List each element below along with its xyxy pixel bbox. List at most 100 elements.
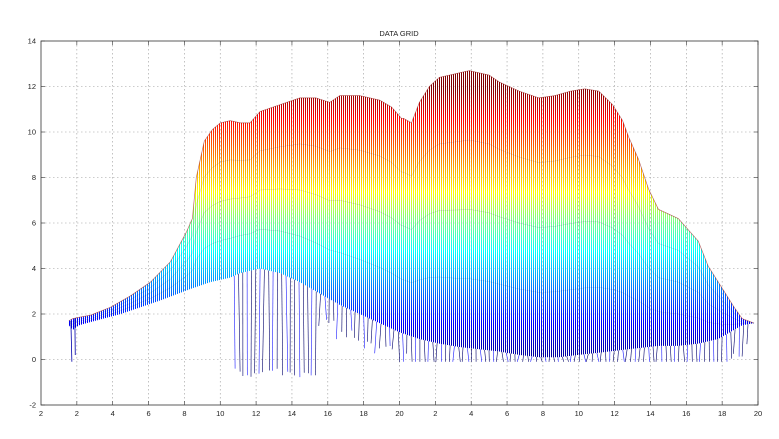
surface-fringe-line [695,343,698,362]
surface-fringe-line [452,346,455,362]
x-tick-label: 6 [146,409,150,418]
x-tick-label: 4 [111,409,115,418]
y-tick-label: 0 [32,355,36,364]
surface-fringe-line [285,275,289,372]
surface-fringe-line [385,325,387,347]
surface-fringe-line [493,350,495,362]
surface-fringe-line [583,354,586,362]
y-tick-label: 8 [32,173,36,182]
surface-fringe-line [522,355,524,362]
surface-fringe-line [281,273,283,376]
x-tick-label: 18 [718,409,726,418]
surface-fringe-line [505,352,509,362]
surface-fringe-line [683,345,685,362]
surface-fringe-line [467,347,470,362]
surface-fringe-line [670,345,672,362]
surface-fringe-line [586,353,589,362]
surface-fringe-line [617,350,619,362]
chart-title: DATA GRID [379,29,419,38]
surface-fringe-line [268,270,270,371]
surface-fringe-line [70,320,73,362]
surface-fringe-line [303,284,305,373]
surface-fringe-line [638,347,641,362]
surface-fringe-line [423,340,426,362]
surface-fringe-line [258,268,261,374]
surface-fringe-line [573,355,576,362]
surface-fringe-line [318,293,321,326]
surface-fringe-line [625,349,628,362]
surface-fringe-line [354,311,356,338]
surface-fringe-line [310,288,313,376]
surface-fringe-line [410,336,413,362]
surface-fringe-line [298,281,301,378]
surface-fringe-line [741,325,744,357]
surface-fringe-line [336,303,339,340]
x-tick-label: 2 [433,409,437,418]
y-tick-label: 4 [32,264,36,273]
y-tick-label: -2 [29,401,36,410]
x-tick-label: 18 [359,409,367,418]
x-tick-label: 6 [505,409,509,418]
x-tick-label: 12 [252,409,260,418]
x-tick-label: 14 [288,409,296,418]
surface-fringe-line [358,313,360,341]
x-tick-label: 8 [182,409,186,418]
surface-fringe-line [363,315,365,349]
surface-fringe-line [704,342,706,362]
surface-fringe-line [484,349,487,362]
surface-fringe-line [307,286,309,374]
surface-fringe-line [374,321,377,354]
surface-fringe-line [665,345,667,362]
surface-fringe-line [367,317,369,342]
x-tick-label: 16 [682,409,690,418]
surface-fringe-line [553,357,556,362]
surface-fringe-line [391,329,395,350]
surface-fringe-line [730,331,732,359]
surface-fringe-line [254,269,257,374]
surface-fringe-line [648,346,650,362]
surface-fringe-line [605,351,607,362]
surface-fringe-line [458,346,461,362]
x-tick-label: 16 [324,409,332,418]
surface-fringe-line [596,352,600,362]
surface-fringe-line [449,345,451,362]
surface-fringe-line [678,345,680,362]
surface-fringe-line [496,351,498,362]
surface-fringe-line [530,356,533,362]
x-tick-label: 2 [39,409,43,418]
surface-fringe-line [726,334,728,362]
y-tick-label: 10 [28,128,36,137]
x-tick-label: 4 [469,409,473,418]
surface-fringe-line [402,333,404,362]
surface-fringe-line [262,269,265,373]
surface-fringe-line [630,348,632,362]
x-tick-label: 20 [395,409,403,418]
surface-fringe-line [233,275,236,369]
surface-ridge-line [68,70,755,324]
y-tick-label: 14 [28,37,36,46]
surface-fringe-line [480,349,482,362]
surface-fringe-line [435,343,438,362]
surface-fringe-line [324,296,327,320]
surface-fringe-line [461,347,464,362]
x-tick-label: 10 [216,409,224,418]
x-tick-label: 12 [610,409,618,418]
surface-fringe-line [721,336,723,362]
surface-fringe-line [612,350,615,362]
surface-fringe-line [238,273,241,372]
surface-mesh [68,70,754,358]
surface-fringe-line [643,347,645,362]
x-tick-label: 20 [754,409,762,418]
surface-contour-line [68,188,755,325]
x-tick-label: 14 [646,409,654,418]
surface-fringe-line [350,309,353,331]
surface-contour-line [68,229,755,328]
surface-fringe-line [379,323,382,349]
surface-fringe-line [686,344,688,362]
surface-fringe-line [733,329,736,354]
surface-fringe-line [655,345,658,362]
surface-fringe-line [315,291,317,376]
surface-fringe-line [527,355,529,362]
